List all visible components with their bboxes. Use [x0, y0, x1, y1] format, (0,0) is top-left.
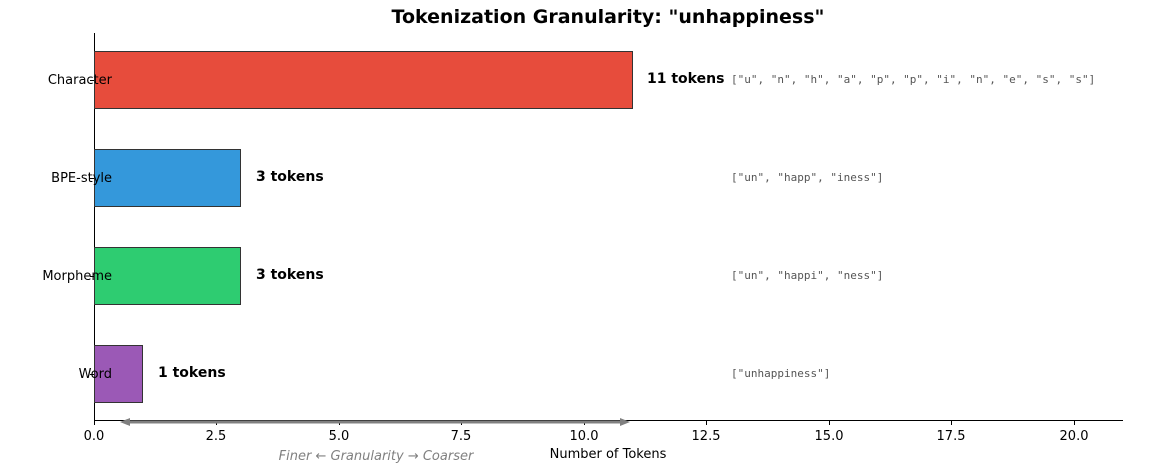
x-tick-label: 0.0	[83, 429, 105, 444]
y-axis-spine	[94, 33, 95, 421]
x-tick	[951, 420, 952, 425]
value-label: 1 tokens	[158, 365, 226, 381]
x-tick-label: 5.0	[328, 429, 350, 444]
x-tick-label: 2.5	[205, 429, 227, 444]
x-tick	[94, 420, 95, 425]
token-list: ["un", "happi", "ness"]	[731, 269, 884, 282]
value-label: 11 tokens	[647, 71, 725, 87]
bar-character	[94, 51, 633, 109]
x-tick-label: 7.5	[450, 429, 472, 444]
y-tick	[90, 374, 94, 375]
x-tick-label: 10.0	[569, 429, 599, 444]
x-tick-label: 17.5	[936, 429, 966, 444]
token-list: ["u", "n", "h", "a", "p", "p", "i", "n",…	[731, 73, 1096, 86]
plot-area: 11 tokens 3 tokens 3 tokens 1 tokens ["u…	[84, 33, 1123, 444]
bar-word	[94, 345, 143, 403]
x-tick-label: 20.0	[1059, 429, 1089, 444]
x-tick	[1074, 420, 1075, 425]
x-tick	[706, 420, 707, 425]
y-tick	[90, 178, 94, 179]
value-label: 3 tokens	[256, 267, 324, 283]
chart-title: Tokenization Granularity: "unhappiness"	[391, 6, 825, 28]
y-tick	[90, 80, 94, 81]
y-tick	[90, 276, 94, 277]
token-list: ["un", "happ", "iness"]	[731, 171, 884, 184]
y-tick-label: Word	[78, 367, 112, 382]
y-tick-label: Morpheme	[42, 269, 112, 284]
bar-bpe-style	[94, 149, 241, 207]
x-tick	[829, 420, 830, 425]
x-axis-label: Number of Tokens	[549, 447, 667, 462]
y-tick-label: Character	[47, 73, 112, 88]
y-tick-label: BPE-style	[51, 171, 112, 186]
granularity-arrow-icon	[120, 418, 630, 426]
value-label: 3 tokens	[256, 169, 324, 185]
x-tick-label: 12.5	[691, 429, 721, 444]
bar-morpheme	[94, 247, 241, 305]
token-list: ["unhappiness"]	[731, 367, 831, 380]
x-tick-label: 15.0	[814, 429, 844, 444]
granularity-annotation: Finer ← Granularity → Coarser	[278, 449, 474, 464]
